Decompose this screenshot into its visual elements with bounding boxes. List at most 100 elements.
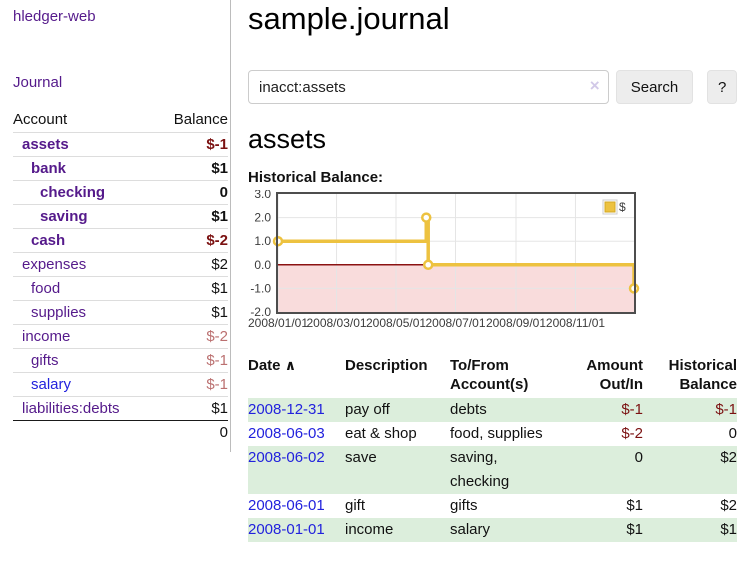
account-balance: $-1	[155, 371, 228, 396]
transaction-account: saving, checking	[450, 449, 510, 490]
chart-container: 3.0 2.0 1.0 0.0 -1.0 -2.0 2008/01/01 2008/03/01…	[248, 187, 737, 337]
search-input[interactable]	[248, 70, 609, 104]
account-row-supplies: supplies $1	[13, 299, 228, 324]
svg-text:2008/01/01: 2008/01/01	[248, 316, 308, 330]
clear-search-icon[interactable]: ×	[589, 76, 600, 95]
svg-text:2008/07/01: 2008/07/01	[425, 316, 485, 330]
account-link-expenses[interactable]: expenses	[13, 251, 156, 276]
transaction-description: pay off	[345, 401, 390, 418]
account-row-food: food $1	[13, 275, 228, 300]
transaction-date-link[interactable]: 2008-12-31	[248, 401, 325, 418]
transaction-description: income	[345, 521, 394, 538]
register-header-account: To/From Account(s)	[450, 357, 529, 393]
date-header-label: Date	[248, 357, 281, 374]
transaction-account: food, supplies	[450, 425, 543, 442]
register-header-date[interactable]: Date ∧	[248, 355, 345, 398]
register-header-row: Date ∧ Description To/From Account(s) Am…	[248, 355, 737, 398]
page-title: sample.journal	[248, 1, 450, 36]
account-link-liabilities-debts[interactable]: liabilities:debts	[13, 395, 156, 420]
account-link-salary[interactable]: salary	[13, 371, 156, 396]
transaction-description: eat & shop	[345, 425, 417, 442]
account-row-gifts: gifts $-1	[13, 347, 228, 372]
register-row[interactable]: 2008-12-31 pay off debts $-1 $-1	[248, 398, 737, 422]
account-balance: 0	[155, 179, 228, 204]
account-balance: $1	[155, 275, 228, 300]
transaction-account: salary	[450, 521, 491, 538]
historical-balance-chart[interactable]: 3.0 2.0 1.0 0.0 -1.0 -2.02008/01/012008/03/01…	[248, 187, 640, 332]
transaction-account: debts	[450, 401, 487, 418]
account-link-gifts[interactable]: gifts	[13, 347, 156, 372]
app-title-link[interactable]: hledger-web	[13, 8, 96, 25]
account-row-liabilities-debts: liabilities:debts $1	[13, 395, 228, 420]
transaction-amount: $-2	[621, 425, 643, 442]
account-link-assets[interactable]: assets	[13, 131, 156, 156]
account-link-food[interactable]: food	[13, 275, 156, 300]
account-balance: $1	[155, 395, 228, 420]
account-link-cash[interactable]: cash	[13, 227, 156, 252]
transaction-date-link[interactable]: 2008-06-01	[248, 497, 325, 514]
account-row-bank: bank $1	[13, 155, 228, 180]
account-balance: $1	[155, 203, 228, 228]
search-button[interactable]: Search	[615, 70, 694, 104]
accounts-header-row: Account Balance	[13, 108, 228, 132]
register-header-description: Description	[345, 357, 428, 374]
transaction-amount: $1	[626, 497, 643, 514]
transaction-amount: $1	[626, 521, 643, 538]
register-header-amount: Amount Out/In	[586, 357, 643, 393]
account-balance: $2	[155, 251, 228, 276]
account-row-income: income $-2	[13, 323, 228, 348]
search-form: × Search ?	[248, 70, 737, 104]
account-row-cash: cash $-2	[13, 227, 228, 252]
chart-label: Historical Balance:	[248, 169, 384, 186]
transaction-amount: 0	[634, 449, 643, 466]
account-row-checking: checking 0	[13, 179, 228, 204]
account-link-bank[interactable]: bank	[13, 155, 156, 180]
register-row[interactable]: 2008-01-01 income salary $1 $1	[248, 518, 737, 542]
register-row[interactable]: 2008-06-03 eat & shop food, supplies $-2…	[248, 422, 737, 446]
svg-text:2008/11/01: 2008/11/01	[546, 316, 605, 330]
account-balance: $-1	[155, 131, 228, 156]
account-link-checking[interactable]: checking	[13, 179, 156, 204]
transaction-date-link[interactable]: 2008-06-03	[248, 425, 325, 442]
svg-text:2008/05/01: 2008/05/01	[366, 316, 426, 330]
transaction-date-link[interactable]: 2008-06-02	[248, 449, 325, 466]
account-balance: $1	[155, 299, 228, 324]
account-page-title: assets	[248, 124, 327, 154]
accounts-total-value: 0	[155, 419, 228, 444]
sidebar-item-journal[interactable]: Journal	[13, 74, 63, 91]
account-row-expenses: expenses $2	[13, 251, 228, 276]
sidebar: hledger-web Journal Account Balance asse…	[0, 0, 231, 452]
transaction-amount: $-1	[621, 401, 643, 418]
transaction-balance: $2	[720, 449, 737, 466]
transaction-balance: $2	[720, 497, 737, 514]
svg-text:$: $	[619, 200, 626, 214]
register-table: Date ∧ Description To/From Account(s) Am…	[248, 355, 737, 542]
account-balance: $-2	[155, 227, 228, 252]
transaction-balance: $-1	[715, 401, 737, 418]
accounts-header-account: Account	[13, 111, 68, 129]
transaction-date-link[interactable]: 2008-01-01	[248, 521, 325, 538]
svg-text:-1.0: -1.0	[250, 281, 271, 295]
sort-ascending-icon: ∧	[284, 357, 297, 373]
account-balance: $1	[155, 155, 228, 180]
help-button[interactable]: ?	[707, 70, 737, 104]
account-link-saving[interactable]: saving	[13, 203, 156, 228]
register-row[interactable]: 2008-06-01 gift gifts $1 $2	[248, 494, 737, 518]
accounts-header-balance: Balance	[173, 111, 228, 129]
account-row-saving: saving $1	[13, 203, 228, 228]
accounts-table: Account Balance assets $-1 bank $1 check…	[13, 108, 228, 444]
transaction-description: save	[345, 449, 377, 466]
account-balance: $-2	[155, 323, 228, 348]
register-row[interactable]: 2008-06-02 save saving, checking 0 $2	[248, 446, 737, 494]
main-content: sample.journal × Search ? assets Histori…	[248, 0, 737, 542]
accounts-total-row: 0	[13, 419, 228, 444]
transaction-balance: $1	[720, 521, 737, 538]
svg-text:-2.0: -2.0	[250, 305, 271, 319]
account-balance: $-1	[155, 347, 228, 372]
account-link-income[interactable]: income	[13, 323, 156, 348]
transaction-balance: 0	[728, 425, 737, 442]
svg-text:2.0: 2.0	[254, 211, 271, 225]
svg-text:3.0: 3.0	[254, 190, 271, 201]
svg-text:2008/09/01: 2008/09/01	[486, 316, 546, 330]
account-link-supplies[interactable]: supplies	[13, 299, 156, 324]
